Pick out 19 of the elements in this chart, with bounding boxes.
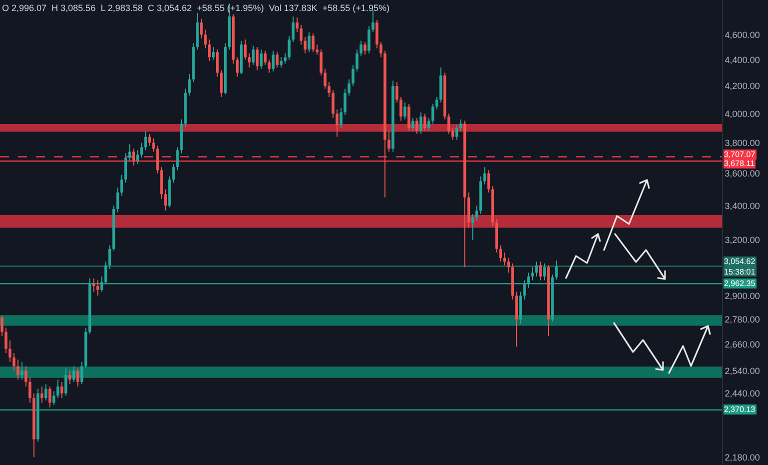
y-tick-label: 4,400.00 [724,54,760,65]
y-tick-label: 2,660.00 [724,340,760,350]
y-tick-label: 3,800.00 [724,138,760,148]
y-tick-label: 2,900.00 [724,290,760,301]
y-tick-label: 3,400.00 [724,200,760,211]
y-tick-label: 3,200.00 [724,235,760,246]
y-tick-label: 4,200.00 [724,81,760,92]
y-tick-label: 2,440.00 [724,388,760,399]
ref-line-label: 3,054.62 15:38:01 [724,257,756,276]
y-tick-label: 3,600.00 [724,168,760,178]
y-tick-label: 4,000.00 [724,108,760,119]
ref-line-label: 3,678.11 [724,159,756,168]
y-tick-label: 4,600.00 [724,30,760,40]
ref-line-label: 3,707.07 [724,150,756,159]
y-tick-label: 2,180.00 [724,452,760,462]
y-tick-label: 2,780.00 [724,314,760,325]
y-tick-label: 2,540.00 [724,366,760,376]
ref-line-label: 2,962.35 [724,279,756,288]
ref-line-label: 2,370.13 [724,405,756,414]
